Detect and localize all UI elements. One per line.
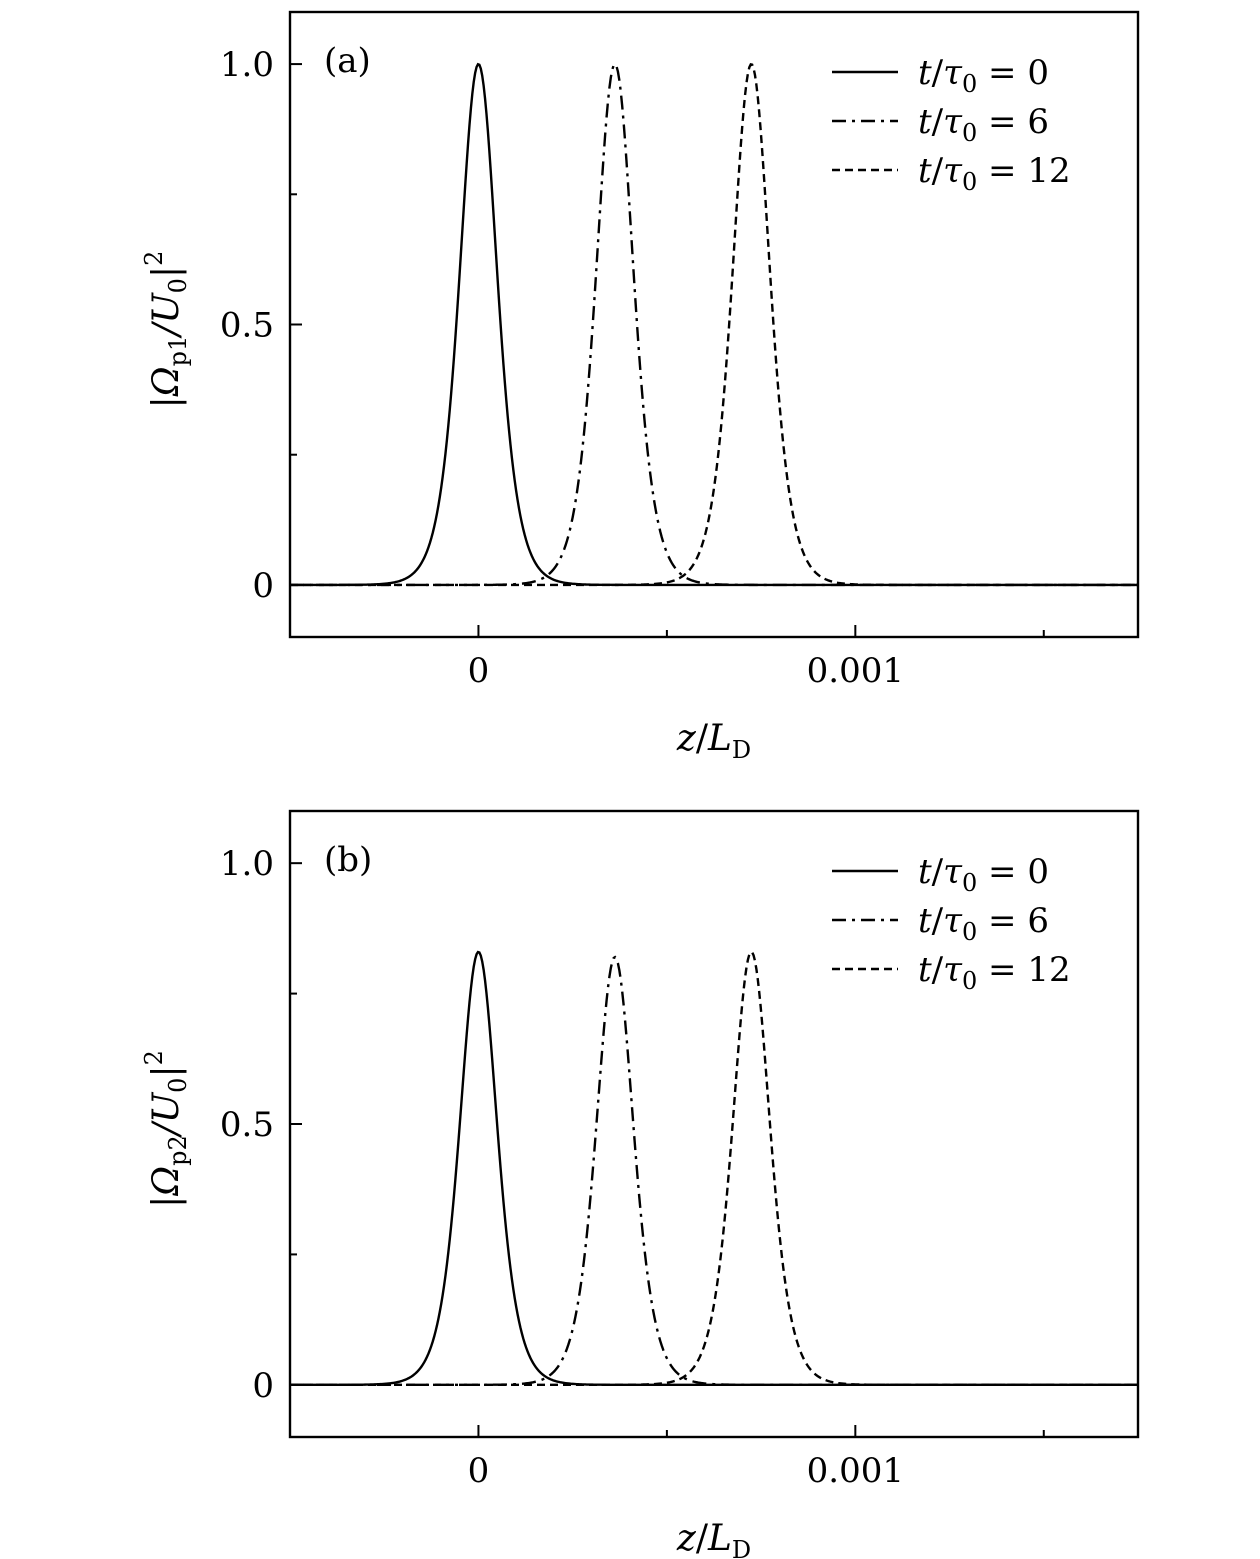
y-tick-label: 1.0: [220, 844, 274, 884]
y-tick-label: 1.0: [220, 45, 274, 85]
y-tick-label: 0: [252, 566, 274, 606]
legend-label: t/τ0 = 6: [918, 102, 1049, 147]
series-line: [290, 62, 1138, 587]
x-tick-label: 0: [468, 1451, 490, 1491]
series-line: [290, 62, 1138, 587]
series-line: [290, 955, 1138, 1387]
legend-label: t/τ0 = 12: [918, 950, 1071, 995]
x-tick-label: 0.001: [807, 651, 904, 691]
legend-label: t/τ0 = 0: [918, 53, 1049, 98]
legend: t/τ0 = 0t/τ0 = 6t/τ0 = 12: [832, 852, 1071, 995]
legend-label: t/τ0 = 6: [918, 901, 1049, 946]
series-line: [290, 62, 1138, 587]
chart-panel-a: 0 0.001 0 0.5 1.0 (a) t/τ0 = 0t/τ0 = 6t/τ0 = 1…: [140, 10, 1140, 764]
y-axis-label: |Ωp1/U0|2: [140, 251, 192, 409]
chart-panel-b: 0 0.001 0 0.5 1.0 (b) t/τ0 = 0t/τ0 = 6t/τ0 = 1…: [140, 809, 1140, 1559]
panel-label: (b): [324, 840, 372, 880]
series-line: [290, 950, 1138, 1387]
y-tick-label: 0.5: [220, 1105, 274, 1145]
y-tick-label: 0.5: [220, 306, 274, 346]
series-line: [290, 950, 1138, 1387]
legend: t/τ0 = 0t/τ0 = 6t/τ0 = 12: [832, 53, 1071, 196]
x-axis-label: z/LD: [676, 1518, 751, 1559]
legend-label: t/τ0 = 12: [918, 151, 1071, 196]
x-tick-label: 0: [468, 651, 490, 691]
y-axis-label: |Ωp2/U0|2: [140, 1050, 192, 1208]
panel-label: (a): [324, 41, 371, 81]
x-tick-label: 0.001: [807, 1451, 904, 1491]
y-tick-label: 0: [252, 1366, 274, 1406]
legend-label: t/τ0 = 0: [918, 852, 1049, 897]
x-axis-label: z/LD: [676, 718, 751, 764]
